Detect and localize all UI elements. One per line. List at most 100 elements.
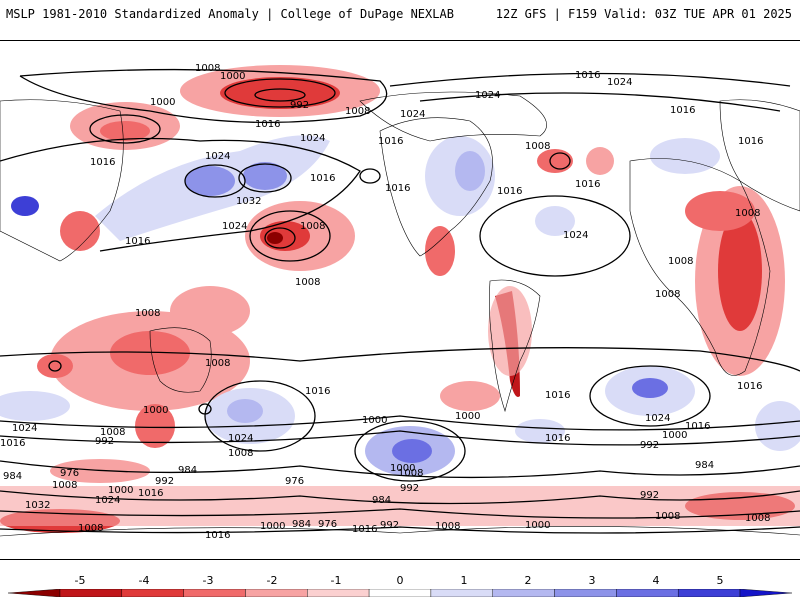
- isobar-label: 976: [285, 476, 304, 487]
- isobar-label: 1016: [90, 157, 115, 168]
- colorbar-tick: 3: [588, 574, 596, 587]
- isobar-label: 1016: [545, 433, 570, 444]
- isobar-label: 1016: [305, 386, 330, 397]
- colorbar-tick: -1: [330, 574, 342, 587]
- isobar-label: 1008: [205, 358, 230, 369]
- header: MSLP 1981-2010 Standardized Anomaly | Co…: [0, 0, 800, 30]
- isobar-label: 1000: [362, 415, 387, 426]
- isobar-label: 1024: [645, 413, 670, 424]
- colorbar-segment: [59, 589, 123, 597]
- colorbar-segment: [739, 589, 792, 597]
- isobar-label: 1024: [607, 77, 632, 88]
- isobar-label: 1008: [100, 427, 125, 438]
- colorbar-tick: -3: [202, 574, 214, 587]
- isobar-label: 1016: [205, 530, 230, 541]
- isobar-label: 1016: [575, 179, 600, 190]
- colorbar-segment: [554, 589, 617, 597]
- colorbar-segment: [368, 589, 432, 597]
- colorbar-tick: -4: [138, 574, 150, 587]
- isobar-label: 1008: [735, 208, 760, 219]
- isobar-label: 1016: [738, 136, 763, 147]
- isobar-contours: [0, 68, 800, 534]
- colorbar-tick: -2: [266, 574, 278, 587]
- isobar-label: 1024: [228, 433, 253, 444]
- isobar-label: 1008: [295, 277, 320, 288]
- isobar-label: 1008: [655, 511, 680, 522]
- isobar-label: 1000: [525, 520, 550, 531]
- colorbar-tick: 1: [460, 574, 468, 587]
- isobar-labels: 1008 1000 992 1000 1008 1016 1016 1024 1…: [0, 63, 770, 541]
- isobar-label: 1016: [575, 70, 600, 81]
- colorbar-segment: [8, 589, 61, 597]
- colorbar-ticks: -5 -4 -3 -2 -1 0 1 2 3 4 5: [0, 574, 800, 588]
- isobar-label: 1000: [455, 411, 480, 422]
- negative-anomaly-shading: [0, 65, 800, 533]
- isobar-label: 1024: [300, 133, 325, 144]
- isobar-label: 992: [400, 483, 419, 494]
- colorbar-segment: [121, 589, 184, 597]
- colorbar: [8, 589, 792, 597]
- isobar-label: 1016: [378, 136, 403, 147]
- isobar-label: 984: [292, 519, 311, 530]
- colorbar-tick: 0: [396, 574, 404, 587]
- isobar-label: 1000: [390, 463, 415, 474]
- run-info: 12Z GFS | F159 Valid: 03Z TUE APR 01 202…: [495, 7, 792, 21]
- isobar-label: 1000: [143, 405, 168, 416]
- isobar-label: 1024: [400, 109, 425, 120]
- colorbar-tick: 4: [652, 574, 660, 587]
- isobar-label: 976: [318, 519, 337, 530]
- isobar-label: 992: [380, 520, 399, 531]
- isobar-label: 1016: [685, 421, 710, 432]
- isobar-label: 1008: [745, 513, 770, 524]
- anomaly-map: 1008 1000 992 1000 1008 1016 1016 1024 1…: [0, 40, 800, 560]
- isobar-label: 1008: [195, 63, 220, 74]
- isobar-label: 1016: [310, 173, 335, 184]
- isobar-label: 992: [155, 476, 174, 487]
- colorbar-segment: [677, 589, 741, 597]
- isobar-label: 1008: [668, 256, 693, 267]
- isobar-label: 1008: [525, 141, 550, 152]
- isobar-label: 1016: [670, 105, 695, 116]
- isobar-label: 1000: [260, 521, 285, 532]
- isobar-label: 1032: [25, 500, 50, 511]
- isobar-label: 1024: [12, 423, 37, 434]
- colorbar-tick: -5: [74, 574, 86, 587]
- isobar-label: 1016: [138, 488, 163, 499]
- colorbar-segment: [183, 589, 246, 597]
- isobar-label: 1032: [236, 196, 261, 207]
- isobar-label: 1024: [563, 230, 588, 241]
- colorbar-segment: [245, 589, 308, 597]
- map-title: MSLP 1981-2010 Standardized Anomaly | Co…: [6, 7, 454, 21]
- isobar-label: 1008: [78, 523, 103, 534]
- isobar-label: 984: [3, 471, 22, 482]
- colorbar-segment: [430, 589, 493, 597]
- isobar-label: 1016: [0, 438, 25, 449]
- colorbar-segment: [492, 589, 555, 597]
- isobar-label: 992: [95, 436, 114, 447]
- isobar-label: 1000: [108, 485, 133, 496]
- isobar-label: 1008: [345, 106, 370, 117]
- isobar-label: 1008: [300, 221, 325, 232]
- isobar-label: 984: [178, 465, 197, 476]
- isobar-label: 1024: [95, 495, 120, 506]
- map-canvas: 1008 1000 992 1000 1008 1016 1016 1024 1…: [0, 63, 800, 541]
- isobar-label: 1024: [205, 151, 230, 162]
- colorbar-segment: [616, 589, 679, 597]
- isobar-label: 1008: [135, 308, 160, 319]
- isobar-label: 1008: [52, 480, 77, 491]
- isobar-label: 1016: [255, 119, 280, 130]
- positive-anomaly-shading: [0, 135, 800, 476]
- isobar-label: 1000: [662, 430, 687, 441]
- isobar-label: 1016: [352, 524, 377, 535]
- isobar-label: 1000: [150, 97, 175, 108]
- isobar-label: 992: [290, 100, 309, 111]
- isobar-label: 1016: [737, 381, 762, 392]
- isobar-label: 1016: [497, 186, 522, 197]
- isobar-label: 992: [640, 440, 659, 451]
- isobar-label: 1000: [220, 71, 245, 82]
- isobar-label: 1024: [222, 221, 247, 232]
- colorbar-tick: 5: [716, 574, 724, 587]
- isobar-label: 992: [640, 490, 659, 501]
- coastlines: [0, 91, 800, 537]
- isobar-label: 984: [695, 460, 714, 471]
